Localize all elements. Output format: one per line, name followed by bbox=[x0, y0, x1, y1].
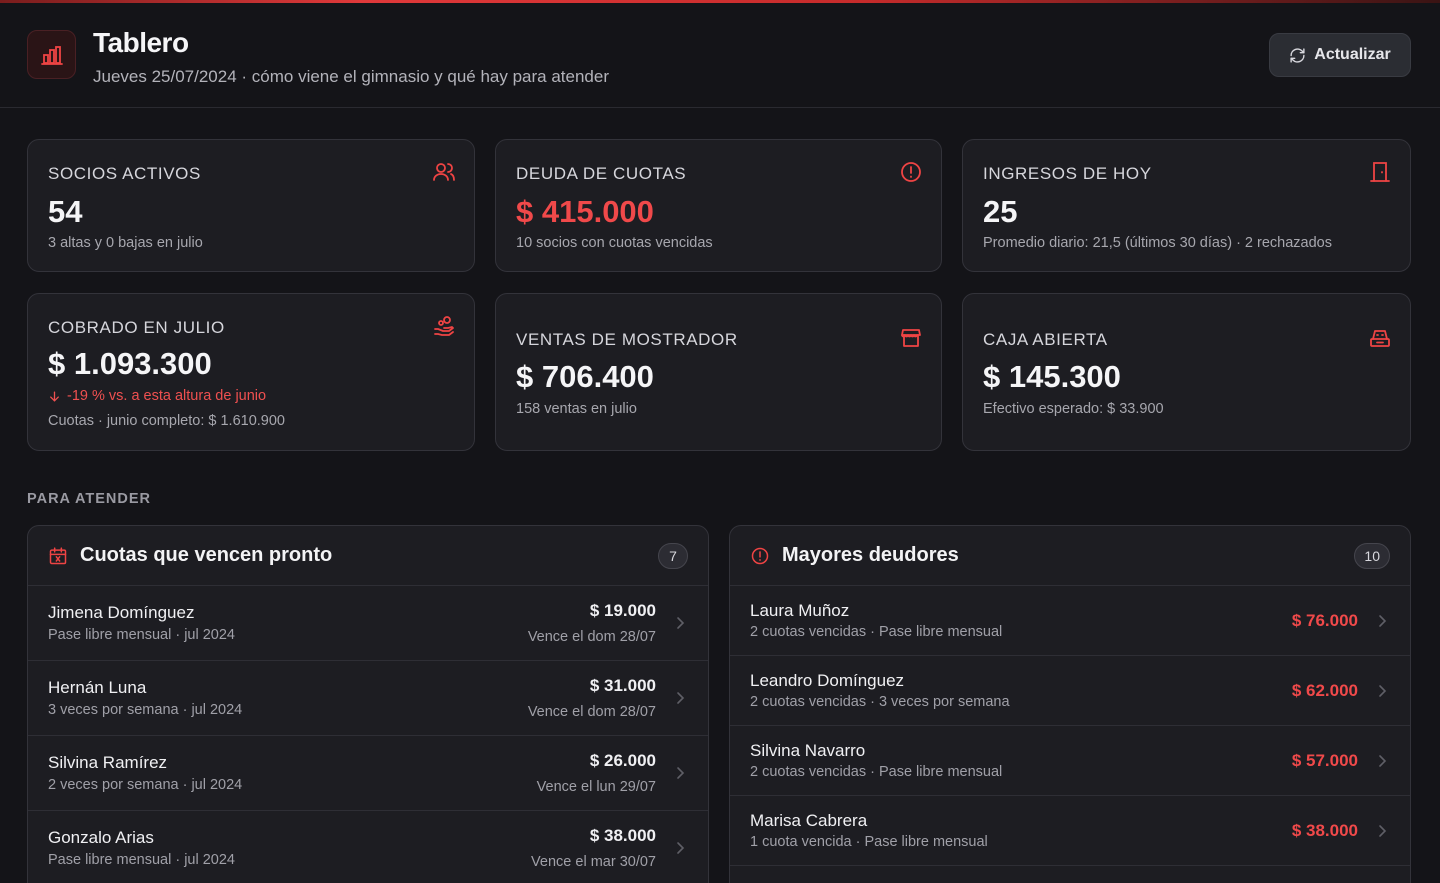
panel-header: Mayores deudores 10 bbox=[730, 526, 1410, 586]
due-date: Vence el mar 30/07 bbox=[531, 854, 656, 870]
calendar-x-icon bbox=[49, 546, 67, 564]
member-name: Jimena Domínguez bbox=[48, 603, 195, 622]
due-date: Vence el dom 28/07 bbox=[527, 704, 656, 720]
stat-card-caja: Caja abierta $ 145.300 Efectivo esperado… bbox=[962, 293, 1411, 451]
stat-value: $ 145.300 bbox=[983, 359, 1121, 394]
list-item[interactable]: Marisa Cabrera 1 cuota vencida · Pase li… bbox=[730, 796, 1410, 866]
stat-value: $ 706.400 bbox=[516, 359, 654, 394]
chevron-right-icon bbox=[677, 692, 685, 704]
list-item[interactable]: Jimena Domínguez Pase libre mensual · ju… bbox=[28, 586, 708, 661]
section-label: PARA ATENDER bbox=[27, 491, 151, 507]
panel-title: Mayores deudores bbox=[782, 544, 959, 566]
panel-deudores: Mayores deudores 10 Laura Muñoz 2 cuotas… bbox=[729, 525, 1411, 883]
top-accent-line bbox=[0, 0, 1440, 3]
stat-label: Socios activos bbox=[48, 164, 201, 183]
debt-amount: $ 38.000 bbox=[1291, 821, 1358, 840]
member-debt-detail: 2 cuotas vencidas · 3 veces por semana bbox=[750, 694, 1010, 710]
count-badge: 10 bbox=[1354, 542, 1390, 569]
hand-coins-icon bbox=[434, 316, 454, 336]
stat-label: Caja abierta bbox=[983, 330, 1108, 349]
list-item[interactable]: Hernán Luna 3 veces por semana · jul 202… bbox=[28, 661, 708, 736]
panel-title: Cuotas que vencen pronto bbox=[80, 544, 333, 566]
member-plan: Pase libre mensual · jul 2024 bbox=[48, 627, 235, 643]
member-name: Silvina Navarro bbox=[750, 741, 866, 760]
list-item[interactable]: Laura Muñoz 2 cuotas vencidas · Pase lib… bbox=[730, 586, 1410, 656]
page-header: Tablero Jueves 25/07/2024 · cómo viene e… bbox=[0, 3, 1440, 108]
chevron-right-icon bbox=[1379, 825, 1387, 837]
stat-note: 10 socios con cuotas vencidas bbox=[516, 235, 713, 251]
refresh-button[interactable]: Actualizar bbox=[1269, 33, 1411, 77]
arrow-down-icon bbox=[50, 391, 59, 401]
refresh-label: Actualizar bbox=[1314, 46, 1391, 63]
amount: $ 31.000 bbox=[589, 676, 656, 695]
refresh-icon bbox=[1290, 47, 1305, 63]
door-icon bbox=[1370, 162, 1390, 182]
page-subtitle: Jueves 25/07/2024 · cómo viene el gimnas… bbox=[93, 67, 609, 86]
cash-register-icon bbox=[1370, 330, 1390, 347]
stat-card-cobrado: Cobrado en julio $ 1.093.300 -19 % vs. a… bbox=[27, 293, 475, 451]
member-debt-detail: 2 cuotas vencidas · Pase libre mensual bbox=[750, 624, 1003, 640]
stat-value: $ 1.093.300 bbox=[48, 346, 212, 381]
stat-note: Efectivo esperado: $ 33.900 bbox=[983, 401, 1164, 417]
stat-note: 3 altas y 0 bajas en julio bbox=[48, 235, 203, 251]
stat-card-ingresos: Ingresos de hoy 25 Promedio diario: 21,5… bbox=[962, 139, 1411, 272]
chevron-right-icon bbox=[1379, 755, 1387, 767]
stat-label: Cobrado en julio bbox=[48, 318, 225, 337]
bar-chart-icon bbox=[27, 30, 76, 79]
stat-label: Ingresos de hoy bbox=[983, 164, 1152, 183]
list-item[interactable]: Silvina Ramírez 2 veces por semana · jul… bbox=[28, 736, 708, 811]
member-name: Marisa Cabrera bbox=[750, 811, 868, 830]
panel-header: Cuotas que vencen pronto 7 bbox=[28, 526, 708, 586]
amount: $ 19.000 bbox=[589, 601, 656, 620]
alert-circle-icon bbox=[901, 162, 921, 182]
debt-amount: $ 57.000 bbox=[1291, 751, 1358, 770]
member-plan: 3 veces por semana · jul 2024 bbox=[48, 702, 243, 718]
debt-amount: $ 62.000 bbox=[1291, 681, 1358, 700]
stat-label: Ventas de mostrador bbox=[516, 330, 738, 349]
debt-amount: $ 76.000 bbox=[1291, 611, 1358, 630]
amount: $ 38.000 bbox=[589, 826, 656, 845]
chevron-right-icon bbox=[677, 842, 685, 854]
stat-card-deuda: Deuda de cuotas $ 415.000 10 socios con … bbox=[495, 139, 942, 272]
chevron-right-icon bbox=[1379, 615, 1387, 627]
count-badge: 7 bbox=[658, 542, 688, 569]
list-item[interactable]: Gonzalo Arias Pase libre mensual · jul 2… bbox=[28, 811, 708, 883]
stat-value: 54 bbox=[48, 194, 83, 229]
member-debt-detail: 2 cuotas vencidas · Pase libre mensual bbox=[750, 764, 1003, 780]
due-date: Vence el lun 29/07 bbox=[536, 779, 656, 795]
chevron-right-icon bbox=[677, 617, 685, 629]
member-plan: Pase libre mensual · jul 2024 bbox=[48, 852, 235, 868]
stat-value: $ 415.000 bbox=[516, 194, 654, 229]
due-date: Vence el dom 28/07 bbox=[527, 629, 656, 645]
stat-note: Promedio diario: 21,5 (últimos 30 días) … bbox=[983, 235, 1332, 251]
member-name: Laura Muñoz bbox=[750, 601, 850, 620]
member-name: Hernán Luna bbox=[48, 678, 147, 697]
member-name: Gonzalo Arias bbox=[48, 828, 154, 847]
list-item[interactable]: Leandro Domínguez 2 cuotas vencidas · 3 … bbox=[730, 656, 1410, 726]
list-item[interactable]: Silvina Navarro 2 cuotas vencidas · Pase… bbox=[730, 726, 1410, 796]
member-debt-detail: 1 cuota vencida · Pase libre mensual bbox=[750, 834, 988, 850]
stat-trend-text: -19 % vs. a esta altura de junio bbox=[67, 388, 267, 404]
amount: $ 26.000 bbox=[589, 751, 656, 770]
page-title: Tablero bbox=[93, 27, 189, 58]
panel-vencen: Cuotas que vencen pronto 7 Jimena Domíng… bbox=[27, 525, 709, 883]
stat-card-socios: Socios activos 54 3 altas y 0 bajas en j… bbox=[27, 139, 475, 272]
stat-label: Deuda de cuotas bbox=[516, 164, 687, 183]
member-plan: 2 veces por semana · jul 2024 bbox=[48, 777, 243, 793]
chevron-right-icon bbox=[677, 767, 685, 779]
member-name: Leandro Domínguez bbox=[750, 671, 905, 690]
store-icon bbox=[901, 329, 921, 347]
stat-card-ventas: Ventas de mostrador $ 706.400 158 ventas… bbox=[495, 293, 942, 451]
stat-trend: -19 % vs. a esta altura de junio bbox=[48, 388, 266, 404]
chevron-right-icon bbox=[1379, 685, 1387, 697]
member-name: Silvina Ramírez bbox=[48, 753, 168, 772]
stat-note: Cuotas · junio completo: $ 1.610.900 bbox=[48, 413, 285, 429]
users-icon bbox=[433, 163, 455, 181]
stat-value: 25 bbox=[983, 194, 1018, 229]
alert-circle-icon bbox=[751, 547, 769, 564]
stat-note: 158 ventas en julio bbox=[516, 401, 637, 417]
